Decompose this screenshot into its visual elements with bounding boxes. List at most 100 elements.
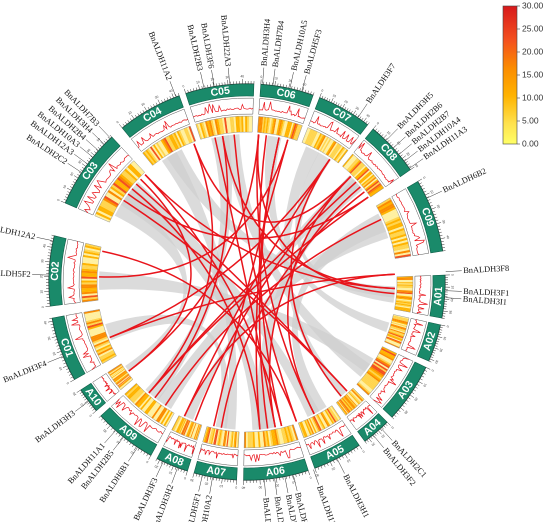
gene-leader — [427, 190, 442, 199]
chromosome-band — [429, 274, 446, 319]
heatmap-cell — [330, 405, 342, 420]
tick-mark — [59, 353, 63, 356]
heatmap-cell — [375, 358, 390, 369]
heatmap-cell — [376, 356, 392, 366]
heatmap-cell — [392, 319, 408, 325]
tick-mark — [81, 166, 85, 170]
heatmap-track-border — [171, 415, 203, 441]
heatmap-cell — [304, 128, 313, 145]
tick-mark — [405, 399, 409, 402]
heatmap-cell — [379, 205, 396, 215]
tick-mark — [298, 473, 300, 477]
heatmap-cell — [179, 419, 188, 435]
heatmap-cell — [227, 116, 232, 134]
tick-mark — [157, 459, 161, 465]
tick-mark — [432, 351, 436, 354]
tick-mark — [367, 122, 370, 126]
heatmap-cell — [222, 430, 227, 447]
heatmap-cell — [396, 293, 413, 296]
heatmap-cell — [328, 142, 339, 157]
heatmap-cell — [342, 153, 354, 168]
heatmap-cell — [359, 379, 373, 392]
heatmap-cell — [172, 415, 181, 431]
tick-mark — [433, 213, 437, 216]
synteny-link — [233, 134, 298, 422]
heatmap-cell — [396, 279, 413, 282]
heatmap-cell — [390, 324, 407, 331]
tick-label: 20 — [450, 298, 454, 302]
heatmap-cell — [81, 264, 98, 269]
heatmap-cell — [396, 283, 413, 285]
heatmap-cell — [259, 431, 263, 448]
tick-mark — [432, 349, 436, 352]
tick-mark — [350, 110, 353, 114]
heatmap-cell — [84, 245, 101, 251]
chromosome-label: C06 — [275, 86, 296, 102]
heatmap-cell — [319, 136, 329, 152]
heatmap-cell — [250, 431, 254, 448]
heatmap-cell — [388, 227, 405, 235]
heatmap-cell — [81, 280, 98, 283]
tick-mark — [51, 336, 57, 338]
tick-mark — [424, 192, 430, 196]
tick-mark — [319, 93, 322, 98]
heatmap-cell — [336, 148, 347, 163]
density-line-track — [189, 97, 254, 123]
heatmap-cell — [348, 392, 360, 405]
heatmap-cell — [82, 256, 99, 262]
tick-mark — [422, 187, 425, 190]
gene-leader — [128, 447, 138, 462]
heatmap-cell — [356, 168, 370, 181]
tick-label: 10 — [386, 130, 391, 135]
tick-axis — [185, 83, 254, 94]
heatmap-cell — [84, 314, 101, 320]
heatmap-cell — [380, 206, 397, 216]
chromosome-label: A07 — [206, 464, 227, 479]
heatmap-cell — [98, 205, 114, 215]
tick-label: 20 — [204, 481, 208, 486]
heatmap-cell — [370, 366, 385, 377]
synteny-link — [99, 139, 289, 278]
heatmap-cell — [362, 175, 376, 188]
gene-leader — [74, 153, 88, 164]
chromosome-a06: 0 10 20 30 40 A06 — [241, 424, 312, 490]
gene-leader — [47, 356, 63, 363]
heatmap-cell — [343, 396, 355, 410]
tick-mark — [381, 426, 384, 430]
tick-mark — [50, 240, 54, 242]
tick-mark — [66, 368, 69, 370]
heatmap-cell — [127, 165, 141, 179]
heatmap-cell — [155, 407, 166, 422]
heatmap-cell — [178, 418, 186, 434]
tick-mark — [440, 324, 446, 327]
chromosome-band — [364, 128, 411, 178]
tick-mark — [67, 191, 71, 194]
tick-mark — [74, 178, 78, 181]
heatmap-cell — [117, 376, 131, 388]
heatmap-cell — [230, 431, 234, 448]
tick-mark — [49, 317, 53, 319]
density-line-track — [197, 443, 239, 467]
tick-mark — [403, 402, 407, 405]
tick-mark — [400, 154, 403, 157]
heatmap-cell — [176, 130, 186, 147]
tick-mark — [47, 320, 53, 323]
synteny-link — [144, 174, 283, 427]
heatmap-cell — [84, 310, 101, 316]
heatmap-cell — [120, 378, 133, 390]
heatmap-cell — [323, 139, 333, 154]
tick-mark — [155, 458, 158, 462]
tick-mark — [86, 160, 90, 163]
heatmap-cell — [281, 120, 287, 137]
tick-mark — [95, 149, 99, 152]
tick-label: 20 — [275, 483, 279, 488]
tick-mark — [442, 310, 448, 312]
density-line — [349, 404, 374, 423]
background-link-ribbon — [105, 314, 230, 429]
heatmap-cell — [349, 391, 361, 404]
heatmap-cell — [269, 117, 274, 134]
tick-mark — [328, 98, 331, 102]
heatmap-cell — [94, 340, 110, 349]
